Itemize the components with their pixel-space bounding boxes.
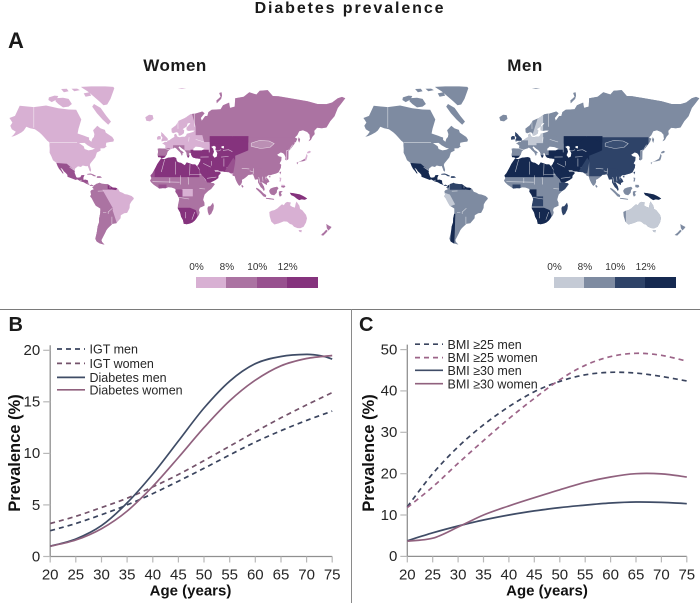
svg-text:Age (years): Age (years): [506, 582, 588, 599]
svg-text:30: 30: [381, 424, 398, 441]
svg-text:BMI ≥30 men: BMI ≥30 men: [448, 364, 522, 378]
svg-text:30: 30: [450, 566, 467, 583]
svg-text:BMI ≥25 men: BMI ≥25 men: [448, 338, 522, 352]
svg-text:20: 20: [399, 566, 416, 583]
svg-text:45: 45: [170, 567, 187, 584]
svg-text:50: 50: [196, 567, 213, 584]
svg-text:75: 75: [678, 566, 695, 583]
svg-text:25: 25: [67, 567, 84, 584]
svg-text:50: 50: [381, 341, 398, 358]
svg-text:65: 65: [628, 566, 645, 583]
svg-text:Prevalence (%): Prevalence (%): [360, 394, 378, 511]
svg-text:60: 60: [602, 566, 619, 583]
svg-text:25: 25: [424, 566, 441, 583]
svg-text:35: 35: [119, 567, 136, 584]
svg-text:35: 35: [475, 566, 492, 583]
svg-text:5: 5: [32, 497, 40, 514]
svg-text:75: 75: [324, 567, 341, 584]
svg-text:0: 0: [32, 548, 40, 565]
svg-text:Diabetes men: Diabetes men: [90, 371, 167, 385]
svg-text:0: 0: [389, 548, 397, 565]
svg-text:50: 50: [551, 566, 568, 583]
svg-text:BMI ≥30 women: BMI ≥30 women: [448, 377, 538, 391]
svg-text:20: 20: [42, 567, 59, 584]
svg-text:IGT men: IGT men: [90, 343, 138, 357]
svg-text:70: 70: [298, 567, 315, 584]
svg-text:40: 40: [501, 566, 518, 583]
svg-text:IGT women: IGT women: [90, 357, 154, 371]
svg-text:55: 55: [577, 566, 594, 583]
svg-text:40: 40: [381, 383, 398, 400]
svg-text:65: 65: [273, 567, 290, 584]
svg-text:20: 20: [24, 342, 41, 359]
svg-text:10: 10: [381, 507, 398, 524]
svg-text:70: 70: [653, 566, 670, 583]
svg-text:60: 60: [247, 567, 264, 584]
svg-text:BMI ≥25 women: BMI ≥25 women: [448, 351, 538, 365]
svg-text:30: 30: [93, 567, 110, 584]
svg-text:Diabetes women: Diabetes women: [90, 383, 183, 397]
svg-text:20: 20: [381, 466, 398, 483]
svg-text:Age (years): Age (years): [150, 583, 232, 600]
svg-text:Prevalence (%): Prevalence (%): [6, 394, 24, 511]
svg-text:40: 40: [144, 567, 161, 584]
svg-text:10: 10: [24, 445, 41, 462]
svg-text:15: 15: [24, 394, 41, 411]
svg-text:55: 55: [221, 567, 238, 584]
svg-text:45: 45: [526, 566, 543, 583]
